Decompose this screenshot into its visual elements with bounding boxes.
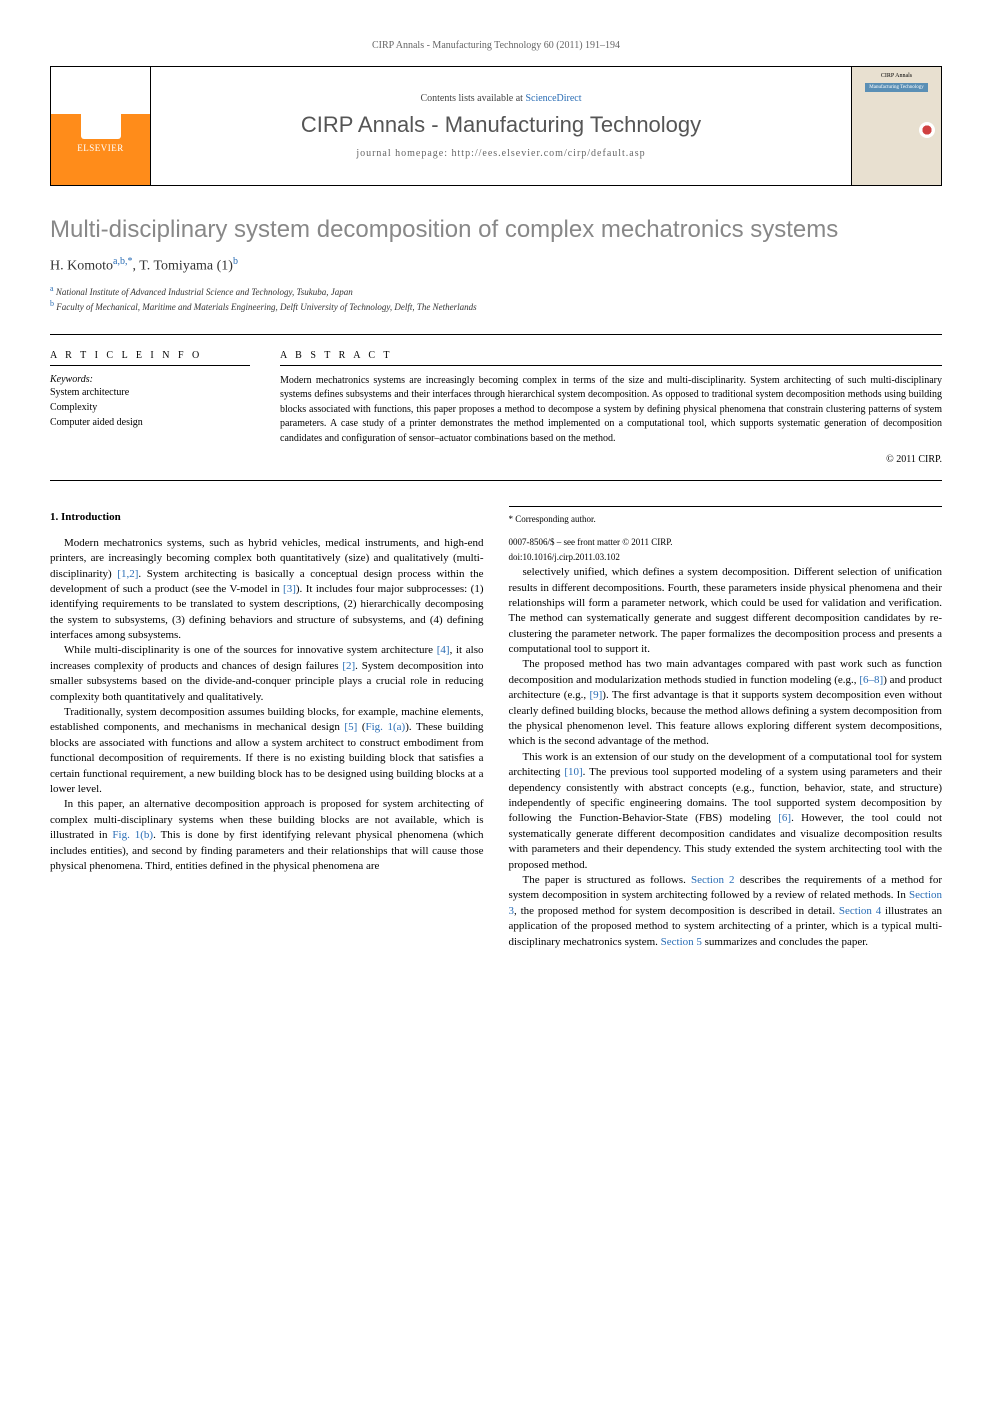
aff-a-text: National Institute of Advanced Industria… [56, 287, 353, 297]
journal-masthead: ELSEVIER Contents lists available at Sci… [50, 66, 942, 186]
cirp-logo-icon [919, 122, 935, 138]
doi-line: doi:10.1016/j.cirp.2011.03.102 [509, 551, 943, 564]
abstract-copyright: © 2011 CIRP. [280, 454, 942, 465]
info-abstract-row: A R T I C L E I N F O Keywords: System a… [50, 350, 942, 466]
divider-bottom [50, 480, 942, 481]
para-2: While multi-disciplinarity is one of the… [50, 643, 484, 705]
author-1-sup: a,b,* [113, 256, 132, 267]
corresponding-author: * Corresponding author. [509, 513, 943, 526]
aff-b-text: Faculty of Mechanical, Maritime and Mate… [56, 302, 476, 312]
author-2-sup: b [233, 256, 238, 267]
affiliations: a National Institute of Advanced Industr… [50, 283, 942, 314]
publisher-logo: ELSEVIER [51, 67, 151, 185]
para-8: The paper is structured as follows. Sect… [509, 873, 943, 950]
aff-a-sup: a [50, 284, 54, 293]
abstract-heading: A B S T R A C T [280, 350, 942, 366]
para-7: This work is an extension of our study o… [509, 750, 943, 873]
author-1: H. Komoto [50, 259, 113, 274]
journal-homepage[interactable]: journal homepage: http://ees.elsevier.co… [356, 148, 645, 159]
footer-block: * Corresponding author. 0007-8506/$ – se… [509, 506, 943, 563]
affiliation-b: b Faculty of Mechanical, Maritime and Ma… [50, 298, 942, 314]
article-title: Multi-disciplinary system decomposition … [50, 216, 942, 244]
abstract-col: A B S T R A C T Modern mechatronics syst… [280, 350, 942, 466]
para-6: The proposed method has two main advanta… [509, 657, 943, 749]
article-info-heading: A R T I C L E I N F O [50, 350, 250, 366]
elsevier-tree-icon [81, 99, 121, 139]
para-3: Traditionally, system decomposition assu… [50, 705, 484, 797]
para-5: selectively unified, which defines a sys… [509, 565, 943, 657]
keywords-label: Keywords: [50, 374, 250, 385]
issn-line: 0007-8506/$ – see front matter © 2011 CI… [509, 536, 943, 549]
journal-cover-thumb: CIRP Annals Manufacturing Technology [851, 67, 941, 185]
section-1-heading: 1. Introduction [50, 510, 484, 525]
cover-header: CIRP Annals [881, 73, 912, 79]
journal-center: Contents lists available at ScienceDirec… [151, 67, 851, 185]
keyword-2: Complexity [50, 400, 250, 415]
para-1: Modern mechatronics systems, such as hyb… [50, 536, 484, 644]
contents-available-line: Contents lists available at ScienceDirec… [420, 93, 581, 104]
affiliation-a: a National Institute of Advanced Industr… [50, 283, 942, 299]
para-4: In this paper, an alternative decomposit… [50, 797, 484, 874]
keyword-1: System architecture [50, 385, 250, 400]
contents-prefix: Contents lists available at [420, 93, 525, 104]
body-two-columns: 1. Introduction Modern mechatronics syst… [50, 506, 942, 950]
keywords-list: System architecture Complexity Computer … [50, 385, 250, 430]
publisher-name: ELSEVIER [77, 143, 124, 153]
author-list: H. Komotoa,b,*, T. Tomiyama (1)b [50, 256, 942, 275]
running-header: CIRP Annals - Manufacturing Technology 6… [50, 40, 942, 51]
author-2: , T. Tomiyama (1) [132, 259, 233, 274]
divider-top [50, 334, 942, 335]
article-info-col: A R T I C L E I N F O Keywords: System a… [50, 350, 250, 466]
aff-b-sup: b [50, 299, 54, 308]
journal-name: CIRP Annals - Manufacturing Technology [301, 112, 701, 138]
cover-subtitle: Manufacturing Technology [865, 83, 927, 92]
keyword-3: Computer aided design [50, 415, 250, 430]
abstract-text: Modern mechatronics systems are increasi… [280, 374, 942, 447]
sciencedirect-link[interactable]: ScienceDirect [525, 93, 581, 104]
